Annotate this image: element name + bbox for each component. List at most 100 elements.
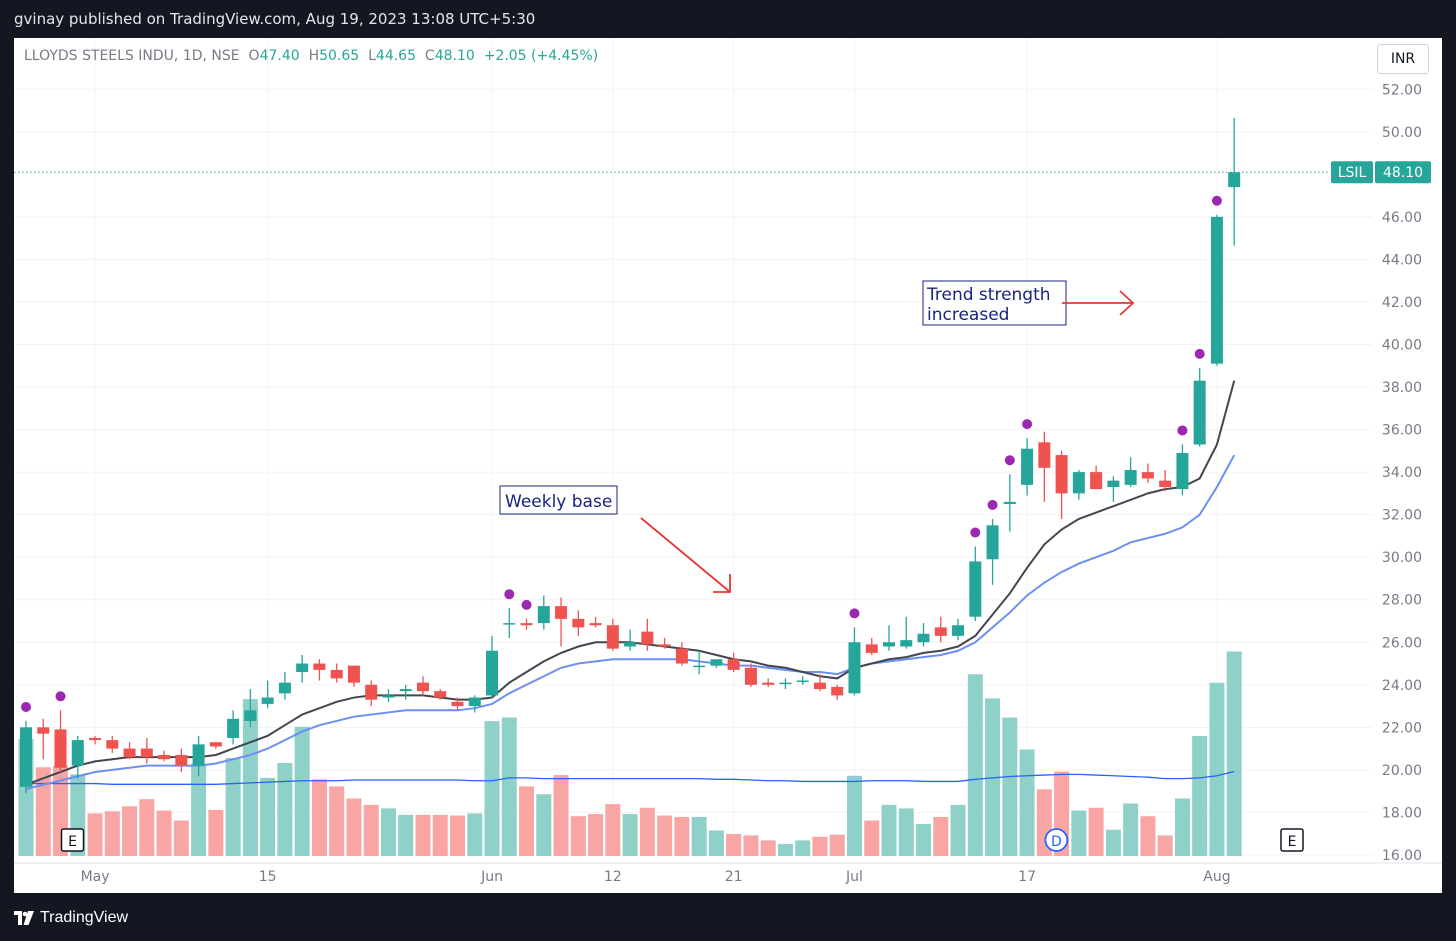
earnings-marker-box — [1280, 828, 1304, 852]
volume-bar — [1071, 810, 1087, 856]
volume-bar — [536, 794, 552, 856]
volume-bar — [139, 799, 155, 856]
volume-bar — [950, 804, 966, 856]
candle-body — [900, 640, 913, 647]
earnings-marker: E — [68, 834, 77, 850]
tradingview-logo[interactable]: TradingView — [14, 907, 128, 929]
candle-body — [54, 729, 67, 768]
candle-body — [434, 691, 447, 698]
candle-body — [848, 642, 861, 694]
volume-bar — [260, 777, 276, 856]
legend-close: 48.10 — [434, 48, 475, 64]
candlestick-chart[interactable]: 52.00 50.00 46.00 44.00 42.00 40.00 38.00 36.00… — [14, 38, 1442, 893]
y-tick-label: 50.00 — [1382, 125, 1422, 141]
candle-body — [744, 667, 757, 685]
price-tag-value-bg — [1375, 161, 1431, 184]
volume-bar — [1088, 807, 1104, 856]
signal-dot — [1022, 419, 1033, 430]
candle-body — [658, 644, 671, 647]
trend-label-line2: increased — [927, 305, 1009, 325]
ema-long-line — [25, 454, 1236, 790]
candle-body — [140, 748, 153, 758]
candle-body — [261, 697, 274, 704]
volume-bar — [311, 779, 327, 856]
candle-body — [416, 682, 429, 692]
weekly-base-label: Weekly base — [505, 492, 612, 512]
legend-low-label: L — [368, 48, 376, 64]
candle-body — [727, 659, 740, 670]
signal-dot — [1211, 195, 1222, 206]
x-tick-label: Jun — [480, 869, 503, 885]
candle-body — [278, 682, 291, 694]
y-tick-label: 34.00 — [1382, 465, 1422, 481]
volume-bar — [104, 811, 120, 856]
candle-body — [865, 644, 878, 653]
currency-button[interactable]: INR — [1377, 44, 1429, 74]
x-tick-label: 17 — [1018, 869, 1036, 885]
candle-body — [1107, 480, 1120, 487]
volume-bar — [1019, 749, 1035, 856]
volume-bar — [553, 775, 569, 856]
volume-bar — [1209, 682, 1225, 856]
candle-body — [468, 697, 481, 707]
y-tick-label: 20.00 — [1382, 763, 1422, 779]
candle-body — [71, 740, 84, 766]
y-tick-label: 16.00 — [1382, 848, 1422, 864]
volume-bar — [363, 804, 379, 856]
price-tag-symbol: LSIL — [1338, 165, 1367, 181]
candle-body — [209, 742, 222, 747]
candle-body — [555, 606, 568, 619]
candle-body — [399, 689, 412, 692]
candle-body — [934, 627, 947, 636]
x-tick-label: Jul — [845, 869, 863, 885]
volume-bar — [329, 786, 345, 856]
signal-dot — [970, 527, 981, 538]
candle-body — [330, 669, 343, 679]
legend-high-label: H — [308, 48, 320, 64]
y-tick-label: 30.00 — [1382, 550, 1422, 566]
chart-panel[interactable]: 52.00 50.00 46.00 44.00 42.00 40.00 38.00 36.00… — [14, 38, 1442, 893]
volume-bar — [760, 840, 776, 856]
volume-bar — [743, 835, 759, 856]
volume-bar — [622, 814, 638, 856]
x-tick-label: 15 — [259, 869, 277, 885]
volume-bar — [985, 698, 1001, 856]
y-tick-label: 40.00 — [1382, 337, 1422, 353]
candle-body — [1072, 472, 1085, 494]
signal-dot — [1004, 455, 1015, 466]
trend-label-line1: Trend strength — [926, 285, 1051, 305]
volume-bar — [829, 834, 845, 856]
candle-body — [710, 659, 723, 666]
volume-bar — [916, 824, 932, 856]
volume-bar — [277, 762, 293, 856]
volume-bar — [674, 816, 690, 856]
candle-body — [244, 710, 257, 721]
volume-bar — [191, 763, 207, 856]
volume-bar — [933, 816, 949, 856]
candle-body — [537, 606, 550, 624]
candle-body — [503, 623, 516, 625]
volume-bar — [87, 813, 103, 856]
volume-bar — [173, 820, 189, 856]
volume-bar — [812, 836, 828, 856]
legend-open-label: O — [248, 48, 260, 64]
candle-body — [1176, 452, 1189, 490]
volume-bar — [1192, 736, 1208, 856]
candle-body — [779, 682, 792, 685]
candle-body — [1090, 472, 1103, 490]
candle-body — [451, 701, 464, 707]
volume-bar — [415, 814, 431, 856]
dividend-marker-circle — [1044, 828, 1069, 852]
price-tag-symbol-bg — [1331, 161, 1373, 184]
earnings-marker-box — [60, 828, 85, 852]
y-tick-label: 44.00 — [1382, 252, 1422, 268]
trend-arrowhead — [1119, 290, 1135, 316]
price-tag-value: 48.10 — [1383, 165, 1423, 181]
candle-body — [158, 754, 171, 760]
weekly-base-arrow — [640, 517, 731, 593]
candle-body — [831, 686, 844, 696]
volume-bar — [501, 717, 517, 856]
y-tick-label: 22.00 — [1382, 720, 1422, 736]
candle-body — [296, 663, 309, 673]
volume-bar — [1105, 829, 1121, 856]
